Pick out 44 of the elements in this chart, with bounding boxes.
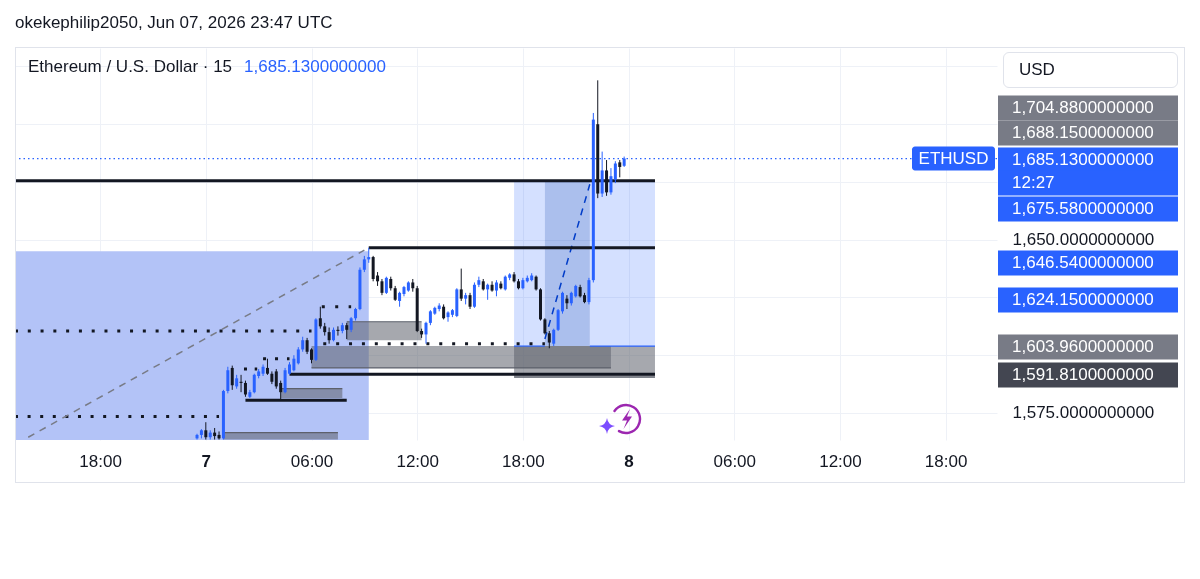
candlestick	[472, 281, 476, 309]
ref-line-label: ETHUSD	[918, 148, 989, 168]
text: 1,704.8800000000	[1012, 98, 1154, 117]
candlestick	[217, 430, 221, 441]
candlestick	[371, 255, 375, 282]
candlestick	[336, 325, 340, 337]
candlestick	[226, 366, 230, 394]
text: 1,685.1300000000	[244, 57, 386, 76]
x-tick-label: 06:00	[290, 451, 334, 471]
unit-box: USD	[1003, 52, 1178, 88]
candlestick	[446, 310, 450, 323]
text: 1,646.5400000000	[1012, 253, 1154, 272]
candlestick	[424, 321, 428, 345]
x-tick-label: 12:00	[819, 451, 862, 471]
text: 1,688.1500000000	[1012, 123, 1154, 142]
x-tick-label: 18:00	[502, 451, 545, 471]
candlestick	[283, 367, 287, 394]
candlestick	[195, 433, 199, 441]
text: okekephilip2050, Jun 07, 2026 23:47 UTC	[15, 13, 333, 33]
x-tick-label: 18:00	[924, 451, 968, 471]
candlestick	[252, 373, 256, 394]
candlestick	[609, 167, 613, 196]
text: Ethereum / U.S. Dollar · 15	[28, 57, 233, 76]
text: 1,591.8100000000	[1012, 365, 1154, 384]
candlestick	[613, 160, 617, 184]
candlestick	[274, 368, 278, 390]
text: 1,685.1300000000	[1012, 150, 1154, 169]
candlestick	[239, 374, 243, 393]
x-tick-label: 06:00	[713, 451, 757, 471]
x-tick-label: 8	[624, 451, 634, 471]
candlestick	[587, 277, 591, 305]
y-tick-label: 1,575.0000000000	[1012, 403, 1155, 423]
x-tick-label: 7	[201, 451, 212, 471]
text: 1,624.1500000000	[1012, 290, 1154, 309]
x-tick-label: 18:00	[79, 451, 122, 471]
candlestick	[490, 280, 494, 293]
x-tick-label: 12:00	[396, 451, 439, 471]
text: 1,675.5800000000	[1012, 199, 1154, 218]
candlestick	[230, 365, 234, 391]
y-tick-label: 1,650.0000000000	[1012, 230, 1155, 250]
candlestick	[327, 327, 331, 345]
text: 12:27	[1012, 173, 1055, 192]
text: 1,603.9600000000	[1012, 337, 1154, 356]
candlestick	[459, 268, 463, 302]
